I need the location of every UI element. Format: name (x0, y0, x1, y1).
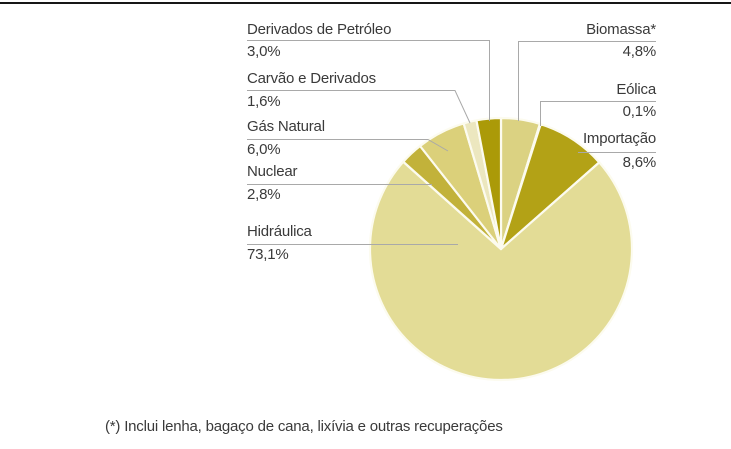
slice-label-carvao: Carvão e Derivados (247, 70, 376, 87)
slice-label-biomassa: Biomassa* (586, 21, 656, 38)
slice-pct-nuclear: 2,8% (247, 186, 281, 203)
slice-pct-derivados-petroleo: 3,0% (247, 43, 281, 60)
pie-slice-derivados-petroleo (475, 116, 503, 251)
leader-eolica (540, 101, 656, 126)
leader-biomassa (518, 41, 656, 121)
slice-pct-carvao: 1,6% (247, 93, 281, 110)
slice-pct-gas-natural: 6,0% (247, 141, 281, 158)
chart-footnote: (*) Inclui lenha, bagaço de cana, lixívi… (105, 418, 503, 435)
slice-pct-eolica: 0,1% (622, 103, 657, 120)
slice-label-derivados-petroleo: Derivados de Petróleo (247, 21, 392, 38)
slice-label-gas-natural: Gás Natural (247, 118, 325, 135)
leader-lines (247, 40, 656, 245)
slice-pct-biomassa: 4,8% (622, 43, 657, 60)
slice-label-importacao: Importação (582, 130, 656, 147)
top-rule-divider (0, 2, 731, 4)
leader-derivados-petroleo (247, 40, 490, 121)
slice-label-eolica: Eólica (616, 81, 656, 98)
slice-pct-hidraulica: 73,1% (247, 246, 289, 263)
pie-chart (368, 116, 634, 382)
slice-label-nuclear: Nuclear (247, 163, 298, 180)
pie-slice-hidraulica (368, 160, 634, 382)
leader-carvao (247, 90, 471, 124)
slice-pct-importacao: 8,6% (622, 154, 657, 171)
leader-gas-natural (247, 139, 449, 152)
slice-label-hidraulica: Hidráulica (247, 223, 312, 240)
